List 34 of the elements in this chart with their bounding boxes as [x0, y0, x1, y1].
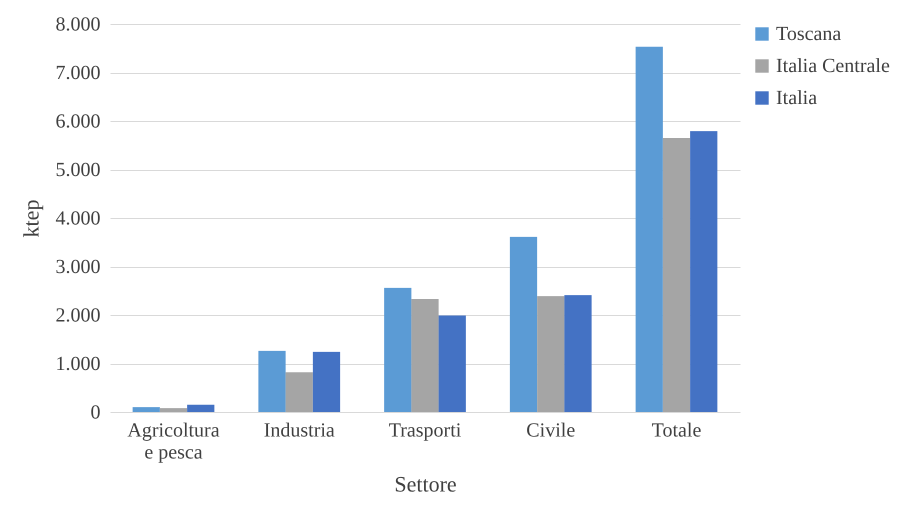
x-tick-label: Agricoltura e pesca — [127, 420, 220, 464]
bar — [160, 408, 188, 412]
x-tick-label: Trasporti — [388, 420, 462, 442]
y-tick-label: 1.000 — [56, 353, 100, 375]
bar — [286, 372, 313, 412]
bar — [537, 296, 564, 412]
legend-label: Italia Centrale — [776, 55, 890, 77]
bar — [384, 288, 412, 412]
bar — [690, 131, 718, 412]
bar — [312, 352, 340, 412]
bar — [510, 236, 538, 412]
bar — [132, 407, 160, 412]
y-tick-label: 2.000 — [56, 304, 100, 326]
y-tick-label: 5.000 — [56, 159, 100, 181]
y-tick-label: 6.000 — [56, 110, 100, 132]
x-tick-label: Industria — [264, 420, 335, 442]
bar — [438, 315, 466, 412]
bar — [258, 350, 286, 412]
y-tick-label: 3.000 — [56, 256, 100, 278]
legend-label: Toscana — [776, 23, 842, 45]
y-tick-label: 8.000 — [56, 14, 100, 36]
y-tick-label: 7.000 — [56, 62, 100, 84]
x-tick-label: Civile — [526, 420, 576, 442]
bar — [187, 404, 214, 412]
bar — [662, 138, 690, 412]
y-tick-label: 4.000 — [56, 208, 100, 230]
x-tick-label: Totale — [652, 420, 702, 442]
bar — [564, 295, 592, 412]
y-axis-title: ktep — [18, 200, 44, 238]
y-tick-label: 0 — [90, 402, 100, 424]
x-axis-title: Settore — [394, 472, 457, 496]
legend-label: Italia — [776, 87, 818, 109]
bar — [411, 298, 439, 412]
bar — [636, 46, 663, 412]
